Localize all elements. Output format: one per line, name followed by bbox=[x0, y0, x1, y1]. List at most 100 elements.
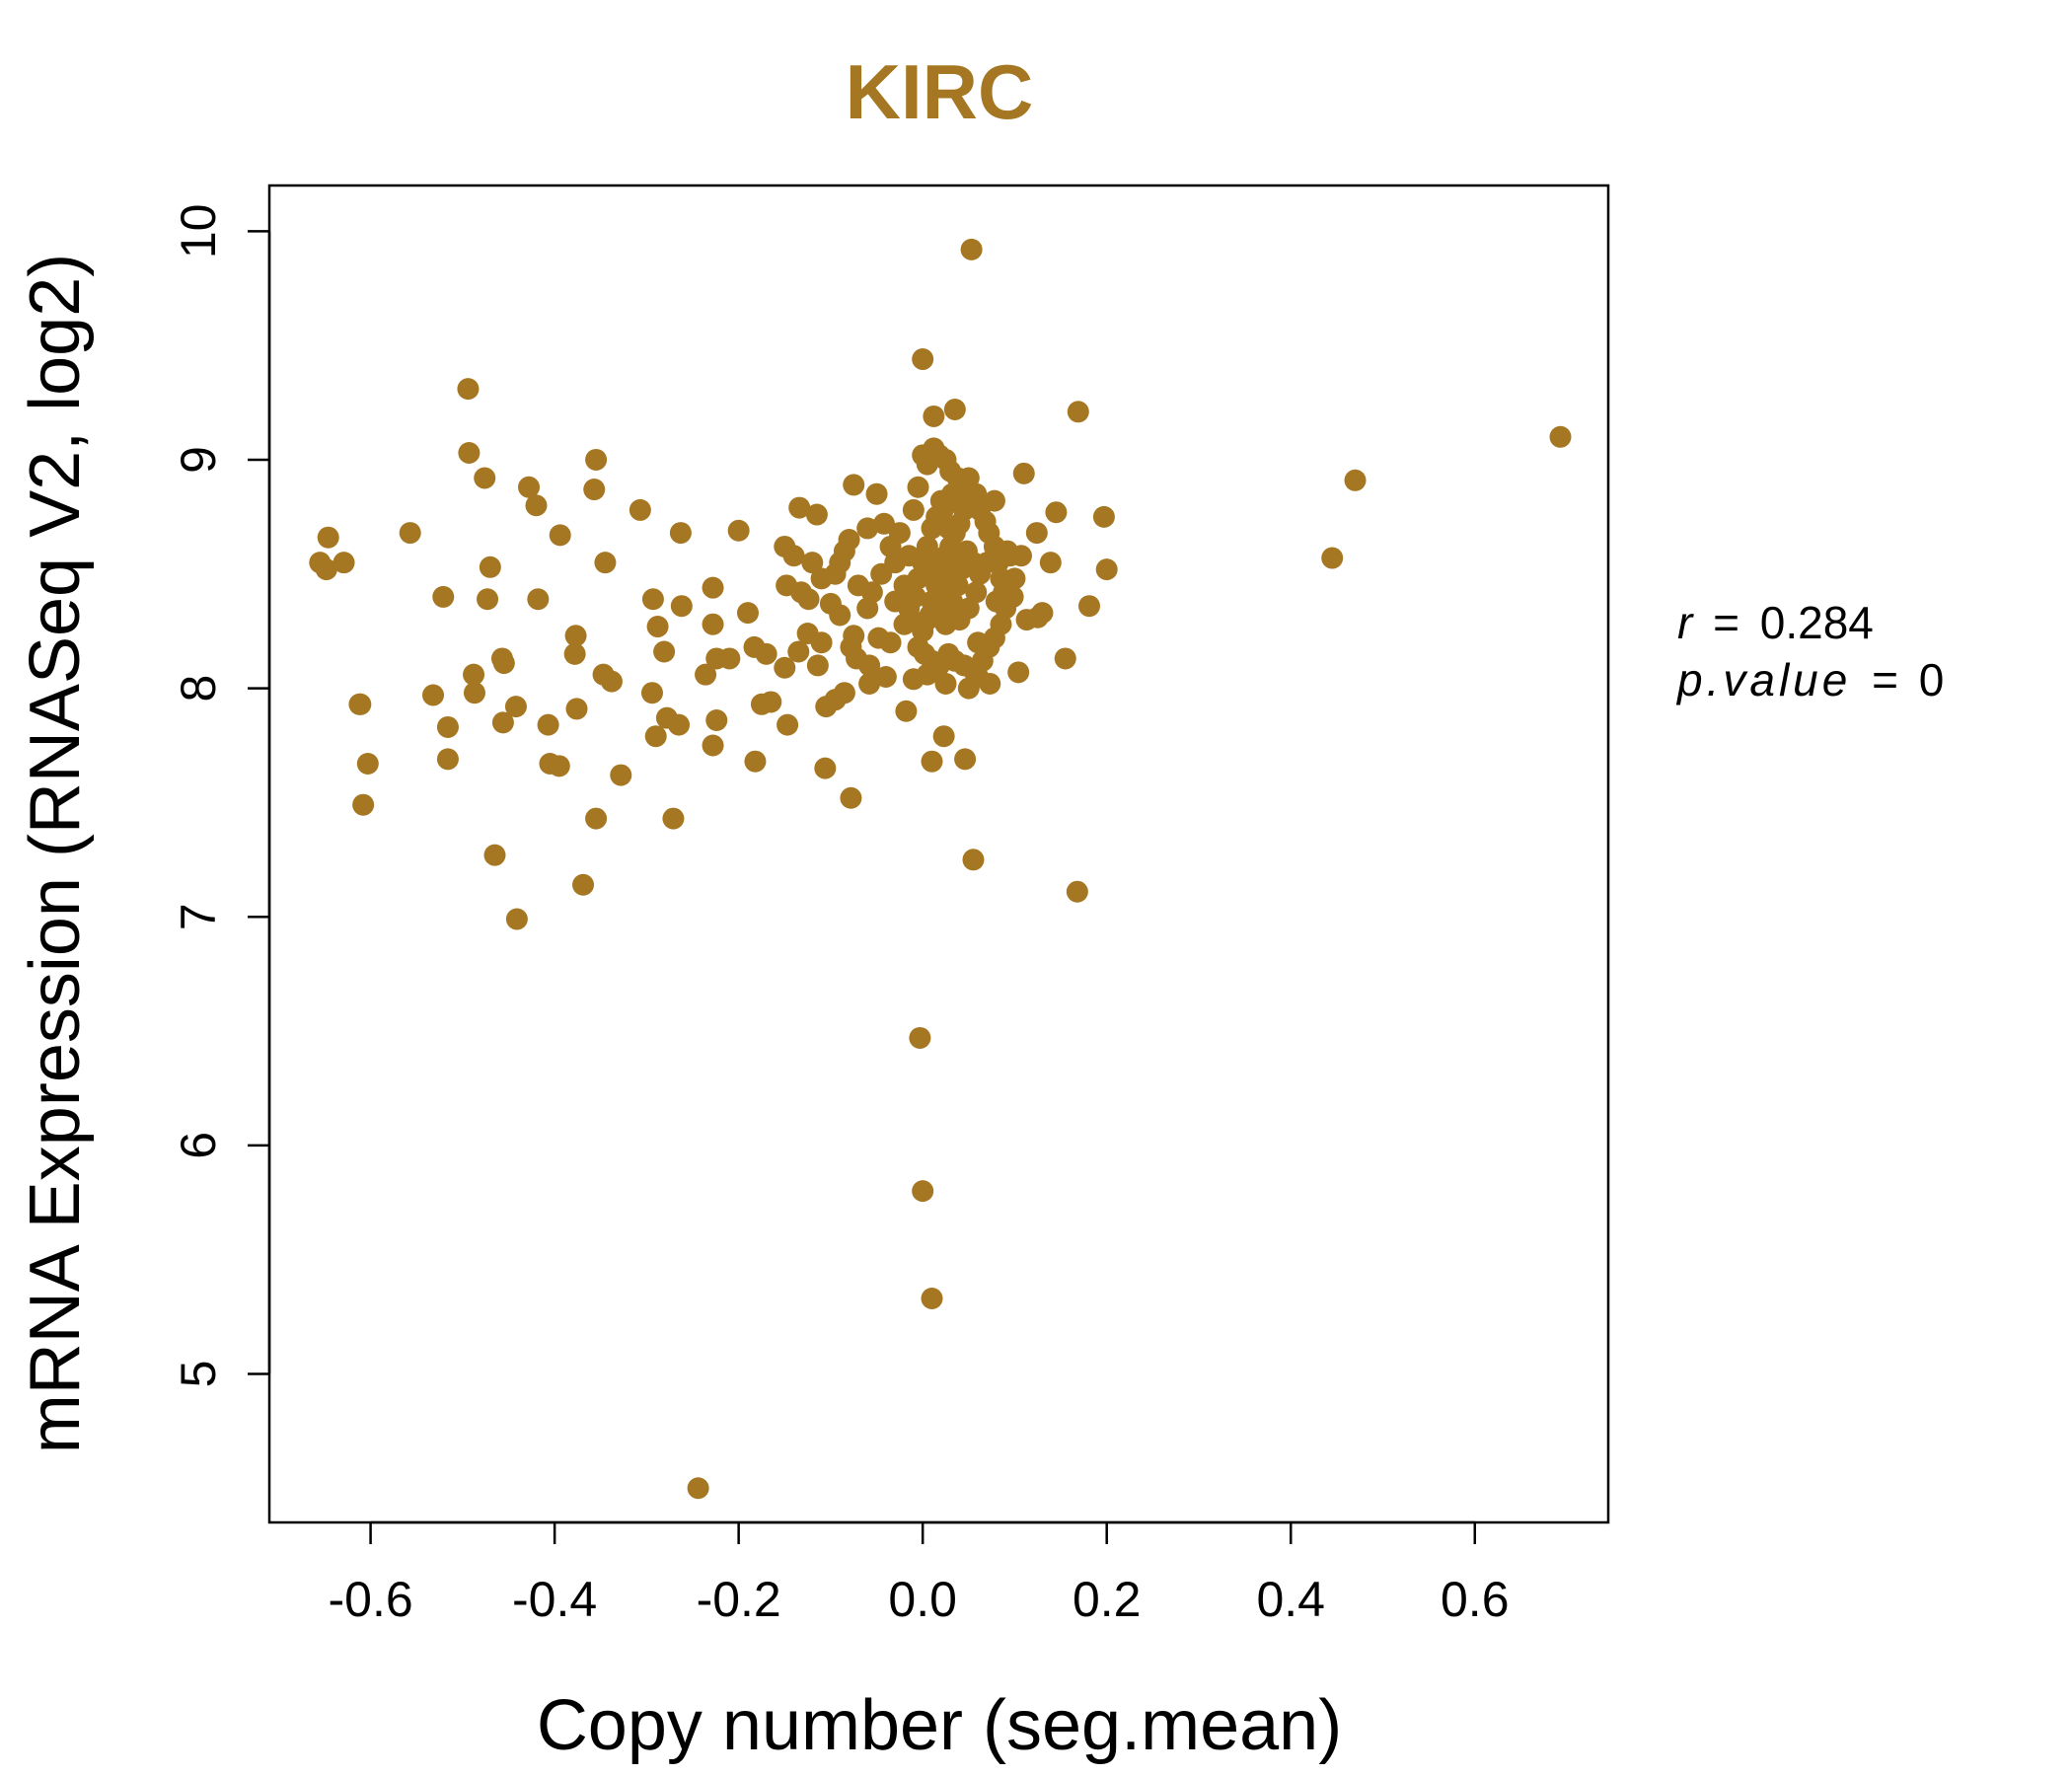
scatter-point bbox=[843, 474, 865, 496]
x-tick-label: 0.0 bbox=[888, 1572, 957, 1627]
scatter-point bbox=[727, 519, 750, 542]
scatter-point bbox=[1012, 462, 1035, 484]
scatter-point bbox=[801, 552, 824, 574]
scatter-point bbox=[702, 613, 724, 635]
scatter-point bbox=[564, 625, 587, 647]
scatter-point bbox=[843, 625, 865, 647]
scatter-point bbox=[943, 552, 966, 574]
scatter-point bbox=[1095, 558, 1118, 581]
scatter-point bbox=[610, 764, 632, 786]
scatter-point bbox=[755, 642, 777, 665]
scatter-point bbox=[874, 665, 897, 688]
scatter-point bbox=[840, 786, 862, 809]
scatter-point bbox=[315, 558, 337, 581]
scatter-point bbox=[1054, 647, 1076, 670]
scatter-point bbox=[525, 494, 548, 517]
scatter-point bbox=[750, 693, 773, 715]
scatter-point bbox=[629, 498, 651, 521]
scatter-point bbox=[695, 663, 717, 686]
scatter-point bbox=[858, 654, 881, 677]
scatter-point bbox=[996, 540, 1018, 562]
p-line: p.value = 0 bbox=[1675, 654, 1944, 705]
scatter-point bbox=[744, 750, 767, 773]
scatter-point bbox=[932, 725, 955, 748]
scatter-point bbox=[662, 807, 685, 830]
scatter-point bbox=[943, 398, 966, 420]
scatter-point bbox=[644, 725, 667, 748]
x-tick-label: 0.4 bbox=[1256, 1572, 1325, 1627]
scatter-point bbox=[491, 711, 514, 734]
scatter-point bbox=[985, 590, 1007, 613]
scatter-point bbox=[937, 517, 960, 540]
scatter-point bbox=[948, 489, 971, 512]
scatter-point bbox=[548, 755, 570, 777]
scatter-point bbox=[583, 479, 606, 501]
scatter-point bbox=[463, 682, 485, 704]
scatter-point bbox=[702, 734, 724, 757]
scatter-point bbox=[879, 631, 902, 654]
scatter-point bbox=[399, 522, 421, 545]
x-tick-label: -0.6 bbox=[329, 1572, 413, 1627]
scatter-point bbox=[919, 604, 941, 627]
scatter-point bbox=[819, 592, 842, 615]
data-points bbox=[309, 238, 1572, 1500]
scatter-point bbox=[655, 706, 678, 729]
p-equals: = bbox=[1872, 654, 1898, 705]
scatter-point bbox=[585, 807, 608, 830]
scatter-point bbox=[505, 908, 528, 930]
scatter-point bbox=[787, 640, 810, 663]
x-tick-label: -0.2 bbox=[697, 1572, 781, 1627]
scatter-point bbox=[965, 581, 988, 604]
y-tick-label: 6 bbox=[171, 1132, 226, 1159]
scatter-point bbox=[810, 631, 833, 654]
scatter-point bbox=[479, 555, 501, 578]
scatter-point bbox=[549, 524, 571, 547]
chart-title: KIRC bbox=[846, 48, 1034, 135]
scatter-point bbox=[923, 405, 945, 427]
scatter-point bbox=[1001, 585, 1024, 608]
scatter-point bbox=[537, 713, 559, 736]
scatter-point bbox=[702, 576, 724, 599]
scatter-point bbox=[641, 588, 664, 611]
y-axis-label: mRNA Expression (RNASeq V2, log2) bbox=[16, 254, 95, 1453]
y-tick-label: 5 bbox=[171, 1361, 226, 1388]
scatter-point bbox=[594, 552, 617, 574]
scatter-point bbox=[976, 552, 999, 574]
scatter-point bbox=[705, 709, 728, 731]
scatter-point bbox=[967, 631, 990, 654]
scatter-point bbox=[687, 1477, 709, 1500]
scatter-point bbox=[317, 526, 339, 549]
scatter-point bbox=[777, 713, 799, 736]
scatter-point bbox=[838, 529, 860, 552]
scatter-point bbox=[1549, 425, 1572, 448]
scatter-point bbox=[492, 652, 515, 675]
x-tick-label: -0.4 bbox=[512, 1572, 597, 1627]
scatter-point bbox=[788, 496, 811, 519]
scatter-point bbox=[1092, 505, 1115, 528]
correlation-annotation: r = 0.284 p.value = 0 bbox=[1675, 597, 1944, 705]
scatter-point bbox=[856, 517, 879, 540]
p-symbol: p.value bbox=[1675, 654, 1851, 705]
y-tick-label: 8 bbox=[171, 675, 226, 703]
scatter-point bbox=[483, 844, 506, 866]
scatter-point bbox=[436, 748, 459, 771]
scatter-point bbox=[909, 1026, 931, 1049]
scatter-point bbox=[1025, 522, 1048, 545]
scatter-point bbox=[810, 567, 833, 590]
scatter-point bbox=[912, 1180, 934, 1203]
scatter-point bbox=[565, 698, 588, 720]
scatter-point bbox=[518, 476, 541, 498]
scatter-point bbox=[902, 668, 925, 691]
scatter-point bbox=[646, 616, 669, 638]
r-equals: = bbox=[1713, 597, 1739, 648]
r-symbol: r bbox=[1677, 597, 1694, 648]
scatter-point bbox=[814, 757, 837, 779]
scatter-point bbox=[870, 562, 893, 585]
scatter-point bbox=[919, 545, 941, 567]
y-tick-label: 10 bbox=[171, 204, 226, 259]
y-tick-label: 7 bbox=[171, 903, 226, 930]
scatter-point bbox=[904, 585, 926, 608]
scatter-point bbox=[833, 682, 855, 704]
scatter-point bbox=[895, 700, 918, 722]
scatter-point bbox=[934, 672, 957, 695]
